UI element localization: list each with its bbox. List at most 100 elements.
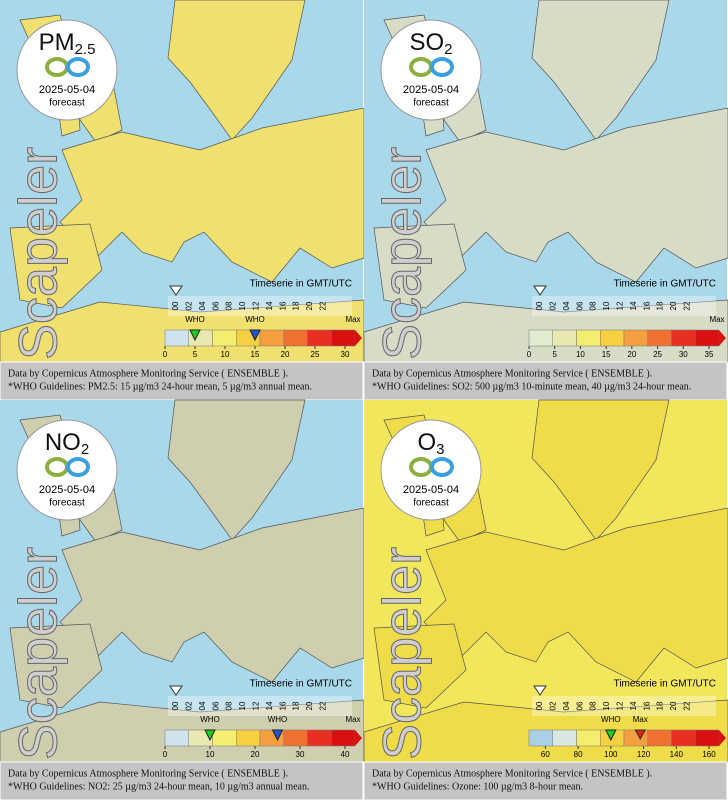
hour-label: 04 bbox=[562, 301, 571, 310]
scale-tick-label: 20 bbox=[281, 350, 290, 359]
hour-label: 12 bbox=[252, 301, 261, 310]
title-main: SO bbox=[409, 29, 444, 56]
scale-tick-label: 20 bbox=[251, 750, 260, 759]
hour-label: 02 bbox=[185, 701, 194, 710]
hour-label: 00 bbox=[171, 701, 180, 710]
pollutant-title: NO2 bbox=[45, 429, 89, 458]
forecast-date: 2025-05-04 bbox=[403, 484, 459, 496]
timeserie-label: Timeserie in GMT/UTC bbox=[250, 679, 352, 690]
logo-loop bbox=[430, 457, 454, 477]
hour-label: 12 bbox=[616, 301, 625, 310]
title-sub: 2 bbox=[444, 41, 452, 58]
title-main: PM bbox=[39, 29, 75, 56]
panel: NO2 2025-05-04 forecast Scapeler Timeserie i… bbox=[0, 399, 365, 800]
hour-label: 04 bbox=[562, 701, 571, 710]
scale-arrow bbox=[355, 730, 362, 746]
scale-tick-label: 30 bbox=[679, 350, 688, 359]
caption-line: *WHO Guidelines: PM2.5: 15 µg/m3 24-hour… bbox=[8, 381, 312, 392]
scale-tick-label: 80 bbox=[574, 750, 583, 759]
hour-label: 04 bbox=[198, 701, 207, 710]
hour-label: 18 bbox=[656, 301, 665, 310]
who-marker bbox=[249, 329, 261, 342]
hour-label: 18 bbox=[656, 701, 665, 710]
scale-tick-label: 30 bbox=[341, 350, 350, 359]
scale-tick-label: 15 bbox=[251, 350, 260, 359]
forecast-label: forecast bbox=[413, 498, 449, 509]
scale-arrow bbox=[355, 330, 362, 346]
scale-band bbox=[307, 329, 332, 347]
caption-line: Data by Copernicus Atmosphere Monitoring… bbox=[372, 368, 652, 379]
caption-line: Data by Copernicus Atmosphere Monitoring… bbox=[372, 768, 652, 779]
who-marker bbox=[204, 729, 216, 742]
hour-label: 00 bbox=[171, 301, 180, 310]
logo-loop bbox=[430, 57, 454, 77]
hour-label: 12 bbox=[616, 701, 625, 710]
timeline-strip bbox=[168, 696, 352, 716]
max-label: Max bbox=[633, 715, 648, 724]
scale-tick-label: 25 bbox=[311, 350, 320, 359]
caption-box bbox=[0, 361, 364, 401]
caption-line: Data by Copernicus Atmosphere Monitoring… bbox=[8, 368, 288, 379]
hour-label: 06 bbox=[575, 701, 584, 710]
pollutant-title: PM2.5 bbox=[39, 29, 96, 58]
scale-tick-label: 15 bbox=[602, 350, 611, 359]
scale-band bbox=[671, 329, 696, 347]
hour-label: 08 bbox=[589, 301, 598, 310]
scale-band bbox=[576, 729, 601, 747]
scale-tick-label: 10 bbox=[206, 750, 215, 759]
hour-label: 20 bbox=[669, 301, 678, 310]
max-label: Max bbox=[709, 315, 724, 324]
scale-band bbox=[695, 329, 720, 347]
hour-label: 14 bbox=[629, 301, 638, 310]
timeline-strip bbox=[532, 696, 716, 716]
scale-tick-label: 100 bbox=[604, 750, 618, 759]
scale-band bbox=[331, 329, 356, 347]
hour-label: 02 bbox=[185, 301, 194, 310]
title-main: NO bbox=[45, 429, 81, 456]
scale-tick-label: 120 bbox=[637, 750, 651, 759]
scale-band bbox=[283, 729, 308, 747]
scale-tick-label: 5 bbox=[193, 350, 198, 359]
title-sub: 3 bbox=[436, 441, 444, 458]
scale-band bbox=[623, 329, 648, 347]
scale-arrow bbox=[719, 730, 726, 746]
hour-label: 16 bbox=[642, 301, 651, 310]
scale-band bbox=[647, 729, 672, 747]
scale-tick-label: 10 bbox=[576, 350, 585, 359]
scale-band bbox=[164, 329, 189, 347]
hour-label: 14 bbox=[265, 301, 274, 310]
caption-line: *WHO Guidelines: NO2: 25 µg/m3 24-hour m… bbox=[8, 781, 309, 792]
who-marker bbox=[189, 329, 201, 342]
hour-label: 06 bbox=[211, 701, 220, 710]
who-label: WHO bbox=[185, 315, 205, 324]
panel: O3 2025-05-04 forecast Scapeler Timeserie in… bbox=[363, 399, 728, 800]
scale-tick-label: 35 bbox=[705, 350, 714, 359]
hour-label: 02 bbox=[549, 701, 558, 710]
timeserie-label: Timeserie in GMT/UTC bbox=[614, 679, 716, 690]
scale-band bbox=[164, 729, 189, 747]
scale-band bbox=[600, 329, 625, 347]
forecast-label: forecast bbox=[49, 98, 85, 109]
hour-label: 02 bbox=[549, 301, 558, 310]
hour-label: 14 bbox=[265, 701, 274, 710]
scale-band bbox=[647, 329, 672, 347]
hour-label: 20 bbox=[305, 301, 314, 310]
hour-label: 18 bbox=[292, 301, 301, 310]
who-label: WHO bbox=[200, 715, 220, 724]
title-sub: 2.5 bbox=[75, 41, 96, 58]
caption-box bbox=[363, 761, 728, 800]
who-marker bbox=[605, 729, 617, 742]
scale-tick-label: 160 bbox=[702, 750, 716, 759]
scale-tick-label: 20 bbox=[627, 350, 636, 359]
max-label: Max bbox=[345, 315, 360, 324]
caption-line: *WHO Guidelines: Ozone: 100 µg/m3 8-hour… bbox=[372, 781, 583, 792]
scale-band bbox=[307, 729, 332, 747]
brand: Scapeler bbox=[8, 147, 68, 360]
forecast-date: 2025-05-04 bbox=[403, 84, 459, 96]
panel: SO2 2025-05-04 forecast Scapeler Timeserie i… bbox=[363, 0, 728, 401]
hour-label: 16 bbox=[278, 701, 287, 710]
scale-tick-label: 0 bbox=[163, 350, 168, 359]
hour-label: 04 bbox=[198, 301, 207, 310]
pollutant-title: O3 bbox=[417, 429, 444, 458]
